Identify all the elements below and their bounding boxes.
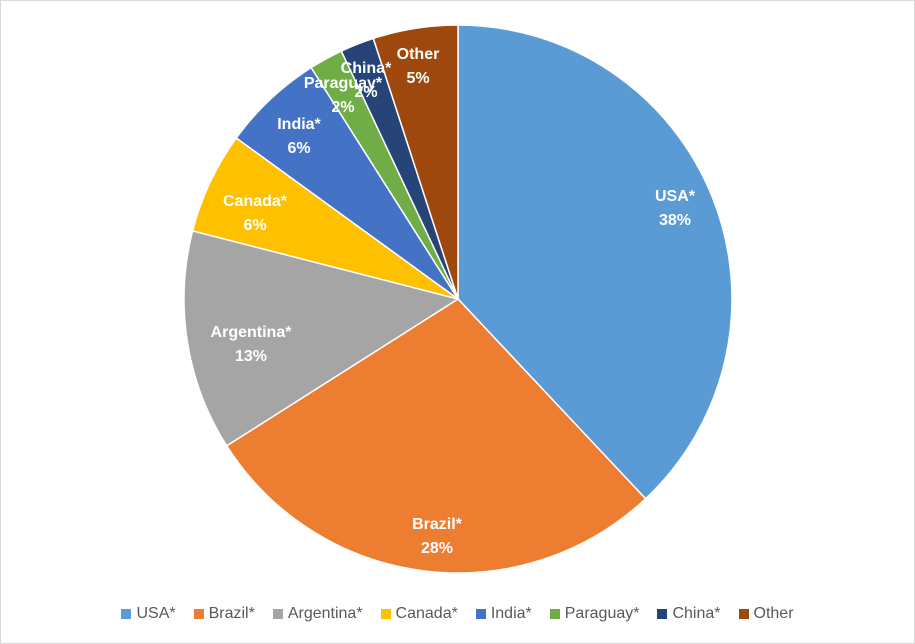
slice-value-india: 6%: [287, 140, 310, 157]
legend-swatch-india: [475, 609, 486, 619]
legend-swatch-other: [738, 609, 749, 619]
legend-label-usa: USA*: [136, 605, 176, 622]
legend-label-india: India*: [490, 605, 532, 622]
legend-swatch-canada: [380, 609, 391, 619]
legend-swatch-brazil: [193, 609, 204, 619]
legend-swatch-china: [657, 609, 668, 619]
legend-item-paraguay: Paraguay*: [549, 605, 640, 623]
legend-item-other: Other: [738, 605, 794, 623]
legend-item-china: China*: [657, 605, 721, 623]
legend-label-paraguay: Paraguay*: [564, 605, 640, 622]
slice-label-paraguay: Paraguay*: [304, 75, 383, 92]
slice-value-argentina: 13%: [235, 348, 267, 365]
legend-item-argentina: Argentina*: [272, 605, 363, 623]
legend-item-brazil: Brazil*: [193, 605, 255, 623]
slice-label-india: India*: [277, 116, 321, 133]
legend-item-usa: USA*: [121, 605, 176, 623]
legend-label-brazil: Brazil*: [208, 605, 255, 622]
pie-slice-other: [372, 24, 459, 300]
pie-slice-argentina: [183, 229, 460, 447]
slice-value-china: 2%: [354, 84, 377, 101]
legend-label-canada: Canada*: [395, 605, 458, 622]
slice-value-paraguay: 2%: [331, 99, 354, 116]
slice-value-other: 5%: [406, 70, 429, 87]
legend-label-other: Other: [753, 605, 794, 622]
slice-label-other: Other: [397, 46, 440, 63]
slice-label-argentina: Argentina*: [211, 324, 293, 341]
pie-chart: USA* 38% Brazil* 28% Argentina* 13% Canada* 6% I…: [183, 24, 733, 574]
legend-swatch-argentina: [272, 609, 283, 619]
legend-label-argentina: Argentina*: [287, 605, 363, 622]
slice-label-usa: USA*: [655, 188, 696, 205]
pie-slice-brazil: [225, 298, 647, 574]
legend-swatch-usa: [121, 609, 132, 619]
slice-label-brazil: Brazil*: [412, 516, 463, 533]
legend-item-canada: Canada*: [380, 605, 458, 623]
legend-label-china: China*: [672, 605, 721, 622]
slice-value-brazil: 28%: [421, 540, 453, 557]
chart-legend: USA* Brazil* Argentina* Canada* India* Paragu…: [1, 601, 914, 627]
pie-slice-usa: [457, 24, 733, 500]
slice-label-canada: Canada*: [223, 193, 288, 210]
slice-value-canada: 6%: [243, 217, 266, 234]
legend-swatch-paraguay: [549, 609, 560, 619]
legend-item-india: India*: [475, 605, 532, 623]
slice-value-usa: 38%: [659, 212, 691, 229]
slice-label-china: China*: [341, 60, 392, 77]
